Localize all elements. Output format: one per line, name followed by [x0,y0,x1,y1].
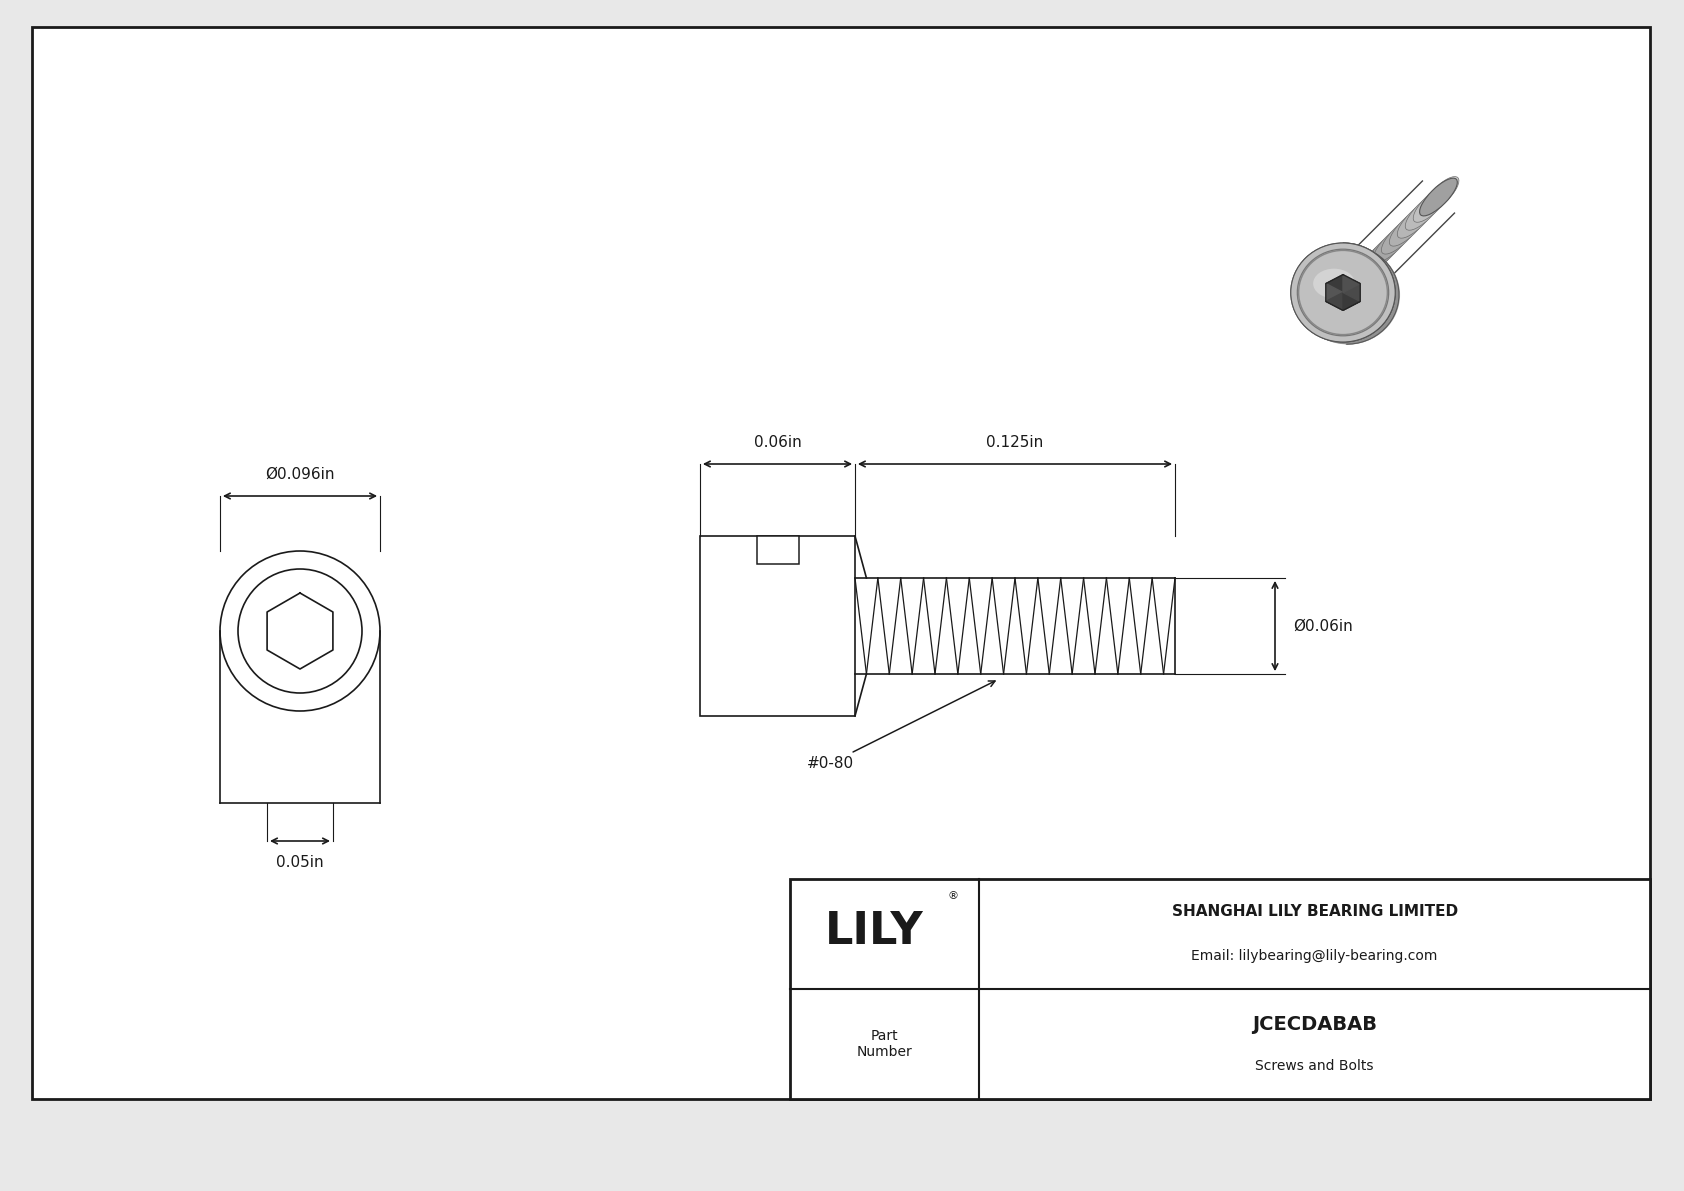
Polygon shape [1325,283,1344,301]
Text: Ø0.096in: Ø0.096in [266,467,335,482]
Polygon shape [1344,283,1361,301]
Ellipse shape [1381,217,1420,254]
Ellipse shape [1292,243,1396,342]
Ellipse shape [1292,243,1396,342]
Ellipse shape [1420,179,1457,216]
Text: ®: ® [946,891,958,902]
Ellipse shape [1421,176,1458,214]
Ellipse shape [1366,232,1403,270]
Polygon shape [1325,275,1344,293]
Text: Screws and Bolts: Screws and Bolts [1255,1059,1374,1073]
Polygon shape [1344,243,1399,344]
Ellipse shape [1293,244,1398,343]
Ellipse shape [1413,185,1452,223]
Text: #0-80: #0-80 [807,681,995,771]
Ellipse shape [1389,208,1426,247]
Ellipse shape [1357,241,1396,278]
Text: LILY: LILY [825,910,925,953]
FancyBboxPatch shape [32,27,1650,1099]
Ellipse shape [1349,248,1388,286]
Text: 0.125in: 0.125in [987,435,1044,450]
Ellipse shape [1293,244,1398,343]
Polygon shape [1325,283,1344,301]
Ellipse shape [1295,245,1399,344]
Ellipse shape [1292,244,1396,343]
Polygon shape [1344,283,1361,301]
Ellipse shape [1374,224,1411,262]
Ellipse shape [1398,200,1435,238]
Text: 0.06in: 0.06in [754,435,802,450]
FancyBboxPatch shape [855,578,1175,674]
Text: Email: lilybearing@lily-bearing.com: Email: lilybearing@lily-bearing.com [1191,949,1438,964]
Polygon shape [1344,275,1361,293]
Text: 0.05in: 0.05in [276,855,323,869]
Polygon shape [1344,293,1361,311]
FancyBboxPatch shape [790,879,1650,1099]
Ellipse shape [1404,193,1443,230]
Polygon shape [1344,275,1361,293]
FancyBboxPatch shape [756,536,798,565]
Ellipse shape [1292,243,1396,342]
Ellipse shape [1334,264,1371,301]
Polygon shape [1325,275,1344,293]
Ellipse shape [1292,243,1396,342]
Text: JCECDABAB: JCECDABAB [1253,1015,1378,1034]
Ellipse shape [1295,244,1399,344]
FancyBboxPatch shape [701,536,855,716]
Polygon shape [1325,293,1344,311]
Ellipse shape [1314,269,1356,299]
Text: Ø0.06in: Ø0.06in [1293,618,1352,634]
Text: Part
Number: Part Number [857,1029,913,1059]
Ellipse shape [1295,245,1399,344]
Text: SHANGHAI LILY BEARING LIMITED: SHANGHAI LILY BEARING LIMITED [1172,904,1458,919]
Polygon shape [1325,293,1344,311]
Ellipse shape [1342,256,1379,294]
Polygon shape [1344,293,1361,311]
